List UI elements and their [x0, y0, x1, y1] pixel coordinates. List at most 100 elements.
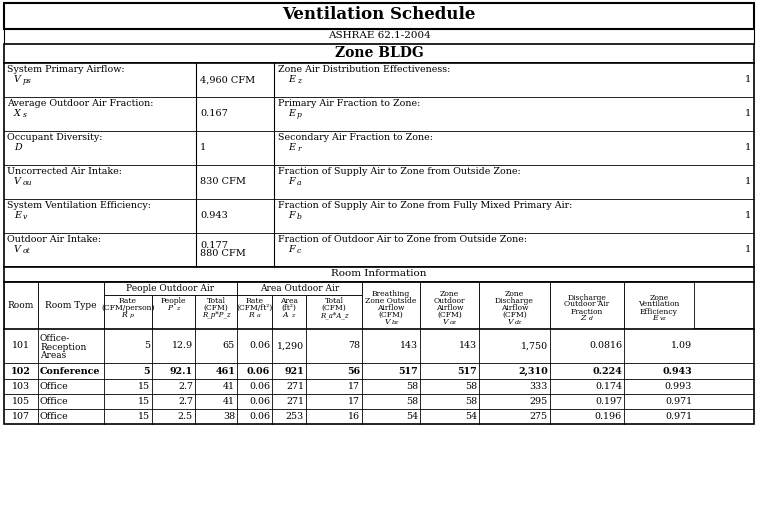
Text: R_p*P_z: R_p*P_z — [202, 311, 231, 319]
Text: 58: 58 — [465, 382, 477, 391]
Text: Average Outdoor Air Fraction:: Average Outdoor Air Fraction: — [7, 99, 153, 108]
Text: 65: 65 — [222, 342, 235, 351]
Text: V: V — [508, 318, 513, 326]
Text: Occupant Diversity:: Occupant Diversity: — [7, 133, 102, 142]
Text: 92.1: 92.1 — [170, 367, 193, 376]
Text: Breathing: Breathing — [372, 290, 410, 298]
Text: 1: 1 — [745, 110, 751, 119]
Text: 0.224: 0.224 — [592, 367, 622, 376]
Text: 1: 1 — [745, 212, 751, 220]
Text: Discharge: Discharge — [568, 294, 606, 302]
Text: d: d — [589, 317, 593, 321]
Text: X: X — [14, 109, 20, 118]
Text: z: z — [297, 77, 301, 85]
Text: 58: 58 — [465, 397, 477, 406]
Text: Reception: Reception — [40, 343, 87, 352]
Text: R: R — [121, 311, 127, 319]
Text: (CFM): (CFM) — [203, 304, 228, 312]
Bar — [420, 282, 479, 329]
Text: 17: 17 — [348, 382, 360, 391]
Text: Office: Office — [40, 397, 69, 406]
Text: Zone: Zone — [650, 294, 669, 302]
Text: D: D — [14, 143, 21, 152]
Text: Outdoor Air: Outdoor Air — [565, 301, 609, 309]
Text: 103: 103 — [12, 382, 30, 391]
Text: People Outdoor Air: People Outdoor Air — [127, 284, 215, 293]
Text: Outdoor Air Intake:: Outdoor Air Intake: — [7, 235, 101, 244]
Text: (CFM): (CFM) — [437, 311, 462, 319]
Text: Conference: Conference — [40, 367, 100, 376]
Bar — [4, 3, 754, 29]
Bar — [306, 295, 362, 329]
Bar — [195, 295, 237, 329]
Text: 54: 54 — [406, 412, 418, 421]
Text: Office: Office — [40, 382, 69, 391]
Text: 0.06: 0.06 — [249, 397, 270, 406]
Text: System Ventilation Efficiency:: System Ventilation Efficiency: — [7, 201, 151, 210]
Text: 16: 16 — [348, 412, 360, 421]
Bar — [550, 282, 624, 329]
Text: Z: Z — [581, 314, 586, 322]
Text: 0.196: 0.196 — [595, 412, 622, 421]
Text: E: E — [652, 314, 658, 322]
Text: 38: 38 — [223, 412, 235, 421]
Text: c: c — [297, 247, 301, 255]
Text: Outdoor: Outdoor — [433, 297, 465, 305]
Text: Airflow: Airflow — [377, 304, 405, 312]
Text: oz: oz — [450, 320, 457, 325]
Bar — [4, 44, 754, 63]
Bar — [4, 267, 754, 282]
Text: (CFM/person): (CFM/person) — [101, 304, 155, 312]
Text: Airflow: Airflow — [436, 304, 463, 312]
Text: 15: 15 — [138, 397, 150, 406]
Text: 107: 107 — [12, 412, 30, 421]
Text: Total: Total — [206, 297, 225, 305]
Text: F: F — [288, 177, 294, 186]
Text: 0.06: 0.06 — [249, 342, 270, 351]
Text: (CFM): (CFM) — [379, 311, 403, 319]
Bar — [152, 295, 195, 329]
Text: 271: 271 — [286, 382, 304, 391]
Text: 15: 15 — [138, 412, 150, 421]
Text: V: V — [14, 177, 21, 186]
Text: a: a — [297, 179, 301, 187]
Text: Office: Office — [40, 412, 69, 421]
Text: ASHRAE 62.1-2004: ASHRAE 62.1-2004 — [328, 31, 430, 40]
Text: 517: 517 — [398, 367, 418, 376]
Text: 78: 78 — [348, 342, 360, 351]
Text: 295: 295 — [530, 397, 548, 406]
Text: 0.943: 0.943 — [200, 212, 228, 220]
Text: 2.7: 2.7 — [178, 397, 193, 406]
Text: Fraction of Supply Air to Zone from Outside Zone:: Fraction of Supply Air to Zone from Outs… — [278, 167, 521, 176]
Bar — [104, 295, 152, 329]
Text: 1: 1 — [745, 76, 751, 85]
Text: p: p — [297, 111, 302, 119]
Text: (ft²): (ft²) — [282, 304, 297, 312]
Text: 1,290: 1,290 — [277, 342, 304, 351]
Text: Ventilation Schedule: Ventilation Schedule — [282, 6, 476, 23]
Text: 0.177: 0.177 — [200, 242, 228, 251]
Text: z: z — [176, 306, 179, 311]
Text: 333: 333 — [530, 382, 548, 391]
Text: E: E — [288, 75, 295, 84]
Text: 0.943: 0.943 — [663, 367, 692, 376]
Text: Fraction: Fraction — [571, 307, 603, 315]
Bar — [4, 29, 754, 44]
Bar — [4, 282, 754, 329]
Text: Total: Total — [325, 297, 344, 305]
Text: 58: 58 — [406, 382, 418, 391]
Bar — [4, 63, 754, 267]
Text: Rate: Rate — [245, 297, 263, 305]
Bar — [479, 282, 550, 329]
Bar — [624, 282, 694, 329]
Bar — [237, 295, 272, 329]
Text: E: E — [14, 211, 21, 220]
Text: (CFM): (CFM) — [322, 304, 346, 312]
Text: E: E — [288, 109, 295, 118]
Text: V: V — [14, 245, 21, 254]
Text: 2.5: 2.5 — [178, 412, 193, 421]
Text: 5: 5 — [144, 342, 150, 351]
Text: Zone: Zone — [440, 290, 459, 298]
Text: Room: Room — [8, 301, 34, 310]
Text: V: V — [14, 75, 21, 84]
